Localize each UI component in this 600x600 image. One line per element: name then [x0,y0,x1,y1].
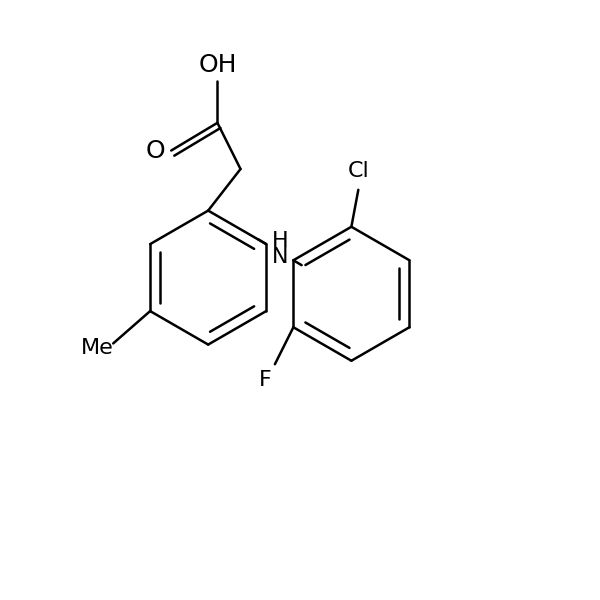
Text: OH: OH [198,53,236,77]
Text: Me: Me [80,338,113,358]
Text: O: O [145,139,165,163]
Text: N: N [272,247,288,267]
Text: H: H [271,230,288,251]
Text: Cl: Cl [347,161,369,181]
Text: F: F [259,370,272,391]
